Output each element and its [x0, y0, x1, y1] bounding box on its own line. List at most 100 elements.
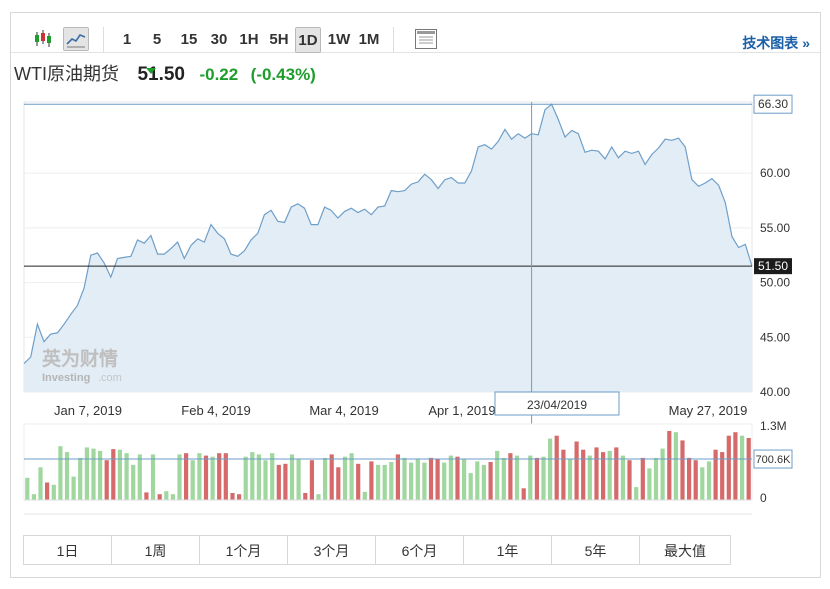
instrument-name: WTI原油期货: [14, 64, 119, 84]
volume-bar: [574, 441, 579, 500]
volume-y-tick-label: 1.3M: [760, 419, 787, 433]
technical-chart-link[interactable]: 技术图表 »: [742, 35, 810, 51]
volume-bar: [594, 447, 599, 500]
candlestick-icon[interactable]: [31, 27, 57, 51]
volume-bar: [548, 438, 553, 500]
volume-bar: [389, 462, 394, 500]
y-tick-label: 40.00: [760, 385, 790, 399]
volume-bar: [713, 449, 718, 500]
crosshair-date-label: 23/04/2019: [527, 398, 587, 412]
toolbar: 1 5 15 30 1H 5H 1D 1W 1M 技术图表 »: [11, 13, 820, 53]
volume-bar: [230, 493, 235, 500]
calendar-icon[interactable]: [413, 27, 439, 51]
y-tick-label: 45.00: [760, 330, 790, 344]
price-chart[interactable]: 英为财情 Investing .com 40.00 45.00 50.00 55.00 60.…: [0, 0, 830, 530]
volume-bar: [647, 468, 652, 500]
range-tab[interactable]: 1个月: [199, 535, 288, 565]
candlestick-icon-graphic: [35, 30, 51, 47]
interval-button-1h[interactable]: 1H: [239, 31, 259, 48]
line-chart-icon[interactable]: [63, 27, 89, 51]
range-tab[interactable]: 1日: [23, 535, 112, 565]
toolbar-separator: [103, 27, 104, 53]
interval-button-15[interactable]: 15: [180, 31, 198, 48]
volume-bar: [481, 464, 486, 500]
volume-bar: [442, 462, 447, 500]
volume-bar: [680, 440, 685, 500]
volume-bar: [733, 432, 738, 500]
interval-button-1[interactable]: 1: [122, 31, 132, 48]
volume-bar: [144, 492, 149, 500]
volume-bar: [243, 456, 248, 500]
volume-bar: [488, 462, 493, 500]
volume-bar: [415, 459, 420, 500]
volume-bar: [289, 454, 295, 500]
crosshair-value-tag: [753, 94, 793, 114]
volume-bar: [316, 494, 321, 500]
volume-bar: [184, 453, 189, 500]
volume-bar: [45, 482, 50, 500]
volume-bar: [190, 460, 195, 500]
volume-bar: [356, 463, 361, 500]
volume-bar: [462, 459, 467, 500]
volume-bar: [124, 453, 129, 500]
volume-bar: [336, 467, 341, 500]
range-tab[interactable]: 6个月: [375, 535, 464, 565]
volume-bar: [581, 449, 586, 500]
range-tab[interactable]: 5年: [551, 535, 640, 565]
volume-bar: [382, 464, 387, 500]
volume-bar: [561, 449, 566, 500]
volume-bar: [117, 449, 122, 500]
volume-bar: [706, 461, 712, 500]
volume-bar: [514, 455, 520, 500]
volume-bar: [376, 464, 381, 500]
interval-button-1w[interactable]: 1W: [327, 31, 351, 48]
range-tab[interactable]: 3个月: [287, 535, 376, 565]
range-tab[interactable]: 1年: [463, 535, 552, 565]
volume-bar: [740, 435, 745, 500]
price-area: [24, 104, 752, 392]
volume-bar: [283, 463, 288, 500]
volume-bar: [508, 453, 513, 500]
x-tick-label: May 27, 2019: [669, 403, 748, 418]
volume-bar: [402, 457, 407, 500]
interval-button-1d[interactable]: 1D: [295, 27, 321, 53]
x-tick-label: Mar 4, 2019: [309, 403, 378, 418]
volume-bar: [362, 491, 367, 500]
volume-bar: [250, 452, 255, 500]
volume-bar: [263, 460, 268, 500]
interval-button-5h[interactable]: 5H: [269, 31, 289, 48]
volume-bar: [667, 431, 672, 500]
volume-bar: [501, 457, 506, 500]
range-tab[interactable]: 1周: [111, 535, 200, 565]
interval-button-1m[interactable]: 1M: [358, 31, 380, 48]
volume-bar: [237, 494, 242, 500]
price-line: [23, 103, 753, 364]
volume-y-tick-label: 0: [760, 491, 767, 505]
volume-bar: [428, 457, 434, 500]
volume-bar: [587, 455, 592, 500]
volume-bar: [369, 461, 374, 500]
interval-button-30[interactable]: 30: [210, 31, 228, 48]
x-tick-label: Feb 4, 2019: [181, 403, 250, 418]
volume-bar: [164, 491, 169, 500]
volume-bar: [521, 488, 526, 500]
volume-bar: [84, 447, 89, 500]
volume-bar: [25, 477, 30, 500]
volume-bar: [627, 460, 632, 500]
watermark-suffix: .com: [98, 372, 122, 384]
volume-bar: [217, 453, 222, 500]
volume-bar: [157, 494, 162, 500]
crosshair-value-label: 66.30: [758, 97, 788, 111]
volume-bar: [448, 455, 453, 500]
volume-bar: [349, 453, 354, 500]
volume-bar: [270, 453, 275, 500]
x-tick-label: Apr 1, 2019: [428, 403, 495, 418]
watermark-logo: 英为财情 Investing .com: [42, 347, 122, 384]
interval-button-5[interactable]: 5: [152, 31, 162, 48]
crosshair-date-tag: [494, 391, 620, 416]
volume-bar: [51, 484, 56, 500]
volume-bar: [640, 457, 645, 500]
range-tab[interactable]: 最大值: [639, 535, 731, 565]
volume-bar: [296, 459, 301, 500]
volume-bar: [673, 432, 678, 500]
